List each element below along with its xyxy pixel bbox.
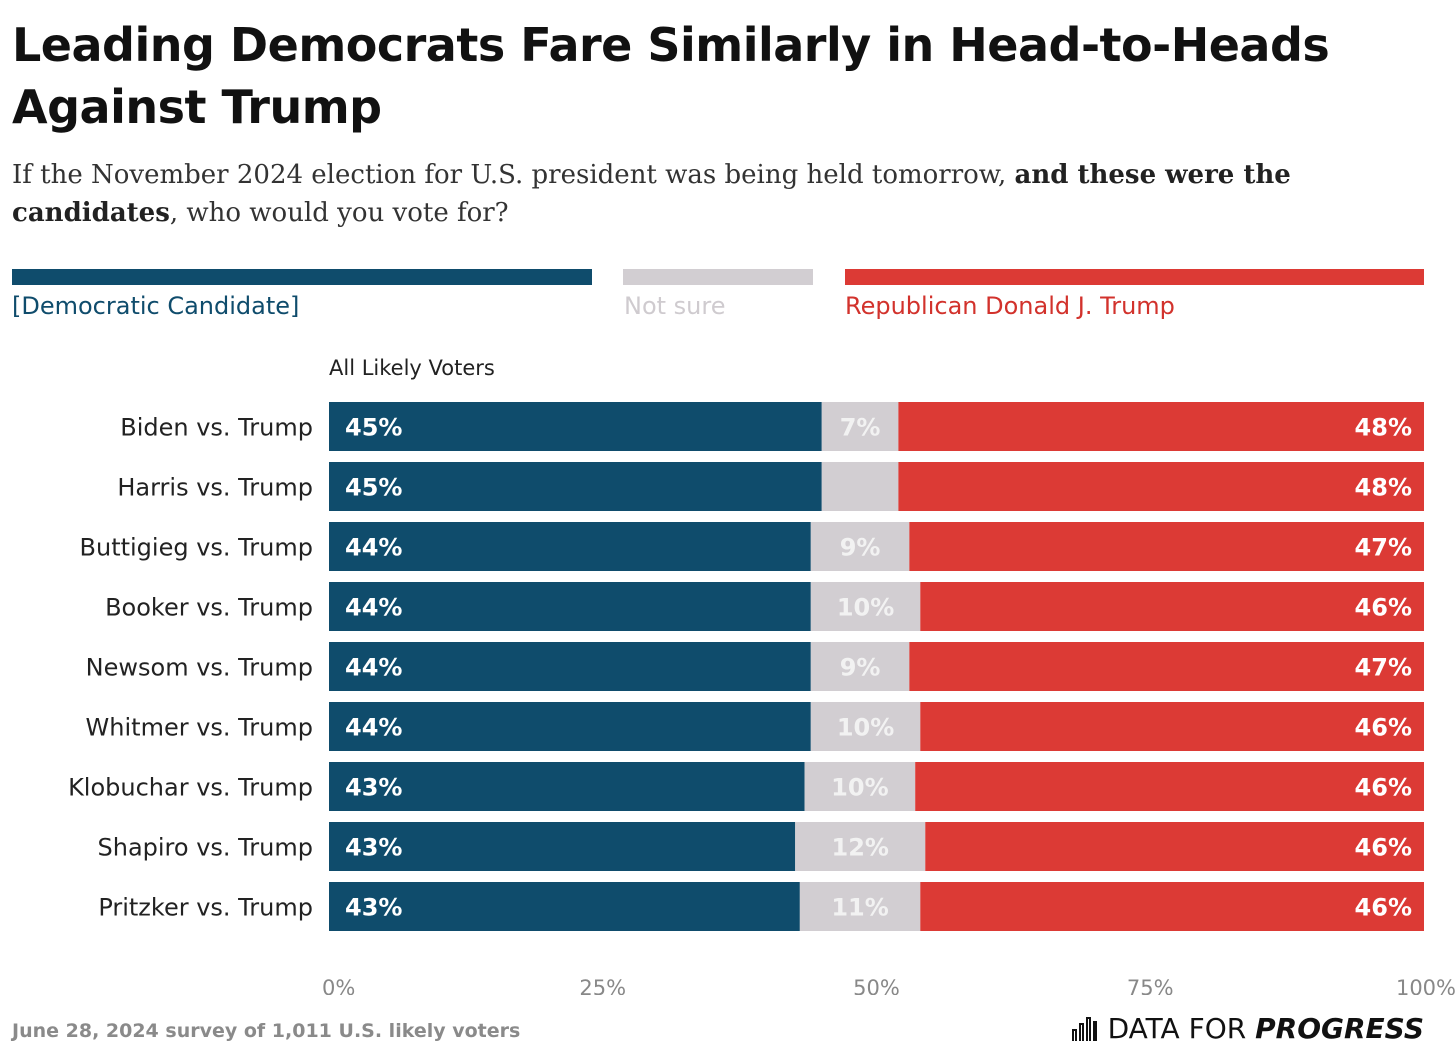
brand-text-bold: PROGRESS	[1255, 1012, 1424, 1045]
data-label: 9%	[840, 654, 881, 682]
data-label: 12%	[832, 834, 889, 862]
bar-segment	[810, 642, 910, 691]
data-label: 43%	[345, 894, 402, 922]
data-label: 9%	[840, 534, 881, 562]
stacked-bar-chart: Biden vs. Trump 45% 7% 48% Harris vs. Trump 4…	[68, 402, 1456, 995]
row-label: Klobuchar vs. Trump	[68, 774, 313, 802]
subtitle-text: If the November 2024 election for U.S. p…	[12, 160, 1015, 190]
x-tick-label: 25%	[579, 976, 626, 995]
bar-segment	[920, 882, 1424, 931]
bar-segment	[329, 762, 805, 811]
row-label: Biden vs. Trump	[120, 414, 313, 442]
x-tick-label: 100%	[1396, 976, 1456, 995]
legend-label-dem: [Democratic Candidate]	[12, 292, 300, 320]
bar-segment	[898, 402, 1424, 451]
data-label: 44%	[345, 714, 402, 742]
row-label: Shapiro vs. Trump	[98, 834, 314, 862]
subtitle-text-end: , who would you vote for?	[169, 198, 509, 228]
bar-segment	[329, 822, 796, 871]
data-label: 11%	[831, 894, 888, 922]
subtitle-bold-text: and these were the candidates	[12, 160, 1291, 228]
row-label: Harris vs. Trump	[117, 474, 313, 502]
bar-chart-icon	[1071, 1016, 1098, 1041]
data-label: 7%	[840, 414, 881, 442]
bar-segment	[795, 822, 926, 871]
bar-segment	[920, 702, 1424, 751]
bar-segment	[329, 402, 822, 451]
data-label: 44%	[345, 594, 402, 622]
data-label: 10%	[831, 774, 888, 802]
data-label: 48%	[1355, 474, 1412, 502]
chart-title: Leading Democrats Fare Similarly in Head…	[12, 18, 1330, 134]
bar-segment	[821, 462, 899, 511]
data-label: 10%	[837, 714, 894, 742]
data-label: 46%	[1355, 894, 1412, 922]
row-label: Whitmer vs. Trump	[86, 714, 313, 742]
bar-segment	[909, 522, 1424, 571]
bar-segment	[329, 582, 811, 631]
x-tick-label: 50%	[853, 976, 900, 995]
row-label: Booker vs. Trump	[105, 594, 313, 622]
bar-segment	[909, 642, 1424, 691]
data-label: 44%	[345, 534, 402, 562]
legend-label-unsure: Not sure	[624, 292, 726, 320]
data-label: 46%	[1355, 594, 1412, 622]
bar-segment	[329, 702, 811, 751]
row-label: Buttigieg vs. Trump	[80, 534, 313, 562]
bar-segment	[810, 522, 910, 571]
bar-segment	[810, 582, 921, 631]
bar-segment	[810, 702, 921, 751]
bar-segment	[329, 462, 822, 511]
bar-segment	[920, 582, 1424, 631]
legend-swatch-rep	[845, 269, 1424, 285]
data-label: 46%	[1355, 834, 1412, 862]
row-label: Newsom vs. Trump	[86, 654, 313, 682]
data-label: 43%	[345, 774, 402, 802]
footnote: June 28, 2024 survey of 1,011 U.S. likel…	[12, 1020, 521, 1042]
chart-subtitle: If the November 2024 election for U.S. p…	[12, 156, 1312, 232]
bar-segment	[898, 462, 1424, 511]
x-tick-label: 0%	[322, 976, 355, 995]
data-label: 46%	[1355, 714, 1412, 742]
bar-segment	[925, 822, 1424, 871]
data-label: 45%	[345, 474, 402, 502]
data-label: 47%	[1355, 534, 1412, 562]
legend-swatch-unsure	[623, 269, 813, 285]
data-label: 44%	[345, 654, 402, 682]
bar-segment	[329, 642, 811, 691]
bar-segment	[329, 522, 811, 571]
x-tick-label: 75%	[1127, 976, 1174, 995]
group-label: All Likely Voters	[329, 356, 495, 380]
data-label: 10%	[837, 594, 894, 622]
brand-text: DATA FOR	[1107, 1012, 1256, 1045]
data-label: 47%	[1355, 654, 1412, 682]
bar-segment	[799, 882, 921, 931]
data-label: 45%	[345, 414, 402, 442]
data-label: 48%	[1355, 414, 1412, 442]
bar-segment	[915, 762, 1424, 811]
data-label: 46%	[1355, 774, 1412, 802]
bar-segment	[821, 402, 899, 451]
legend-swatch-dem	[12, 269, 592, 285]
brand-logo: DATA FOR PROGRESS	[1071, 1012, 1424, 1045]
bar-segment	[804, 762, 916, 811]
row-label: Pritzker vs. Trump	[98, 894, 313, 922]
bar-segment	[329, 882, 800, 931]
legend-label-rep: Republican Donald J. Trump	[845, 292, 1175, 320]
data-label: 43%	[345, 834, 402, 862]
